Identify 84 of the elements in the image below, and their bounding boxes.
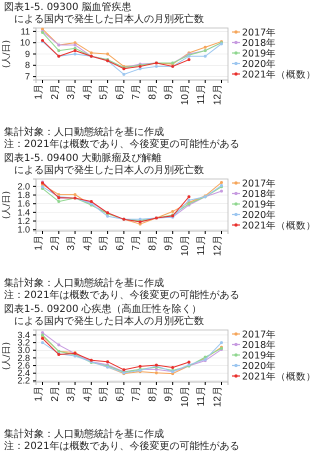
x-tick-label: 3月 <box>66 235 78 251</box>
y-tick-label: 2.0 <box>17 181 30 192</box>
x-tick-label: 8月 <box>147 84 158 100</box>
legend-label: 2018年 <box>242 188 276 200</box>
y-tick-label: 1.0 <box>17 224 30 235</box>
y-tick-label: 2.2 <box>17 376 30 386</box>
x-tick-label: 10月 <box>180 386 191 408</box>
legend-label: 2017年 <box>242 26 276 38</box>
x-tick-label: 7月 <box>131 386 142 402</box>
x-tick-label: 11月 <box>196 386 208 406</box>
x-tick-label: 11月 <box>196 84 208 104</box>
chart-title: 図表1-5. 09300 脳血管疾患 <box>4 1 132 13</box>
x-tick-label: 5月 <box>98 84 110 100</box>
text: 集計対象：人口動態統計を基に作成 <box>4 277 164 289</box>
legend-label: 2019年 <box>242 48 276 60</box>
x-tick-label: 12月 <box>212 235 224 256</box>
y-tick-label: 11 <box>20 26 30 36</box>
x-tick-label: 3月 <box>66 84 78 100</box>
y-tick-label: 2.6 <box>17 360 30 370</box>
text: 注：2021年は概数であり、今後変更の可能性がある <box>4 289 240 301</box>
x-tick-label: 6月 <box>114 84 126 100</box>
x-tick-label: 8月 <box>147 386 158 402</box>
x-tick-label: 10月 <box>180 84 191 106</box>
y-tick-label: 2.4 <box>17 368 30 378</box>
x-tick-label: 2月 <box>50 235 61 251</box>
legend-label: 2017年 <box>242 328 276 340</box>
legend-label: 2019年 <box>242 350 276 362</box>
y-tick-label: 7 <box>24 71 30 82</box>
x-tick-label: 4月 <box>82 386 94 402</box>
legend-label: 2021年（概数） <box>242 220 316 232</box>
y-tick-label: 1.6 <box>17 198 30 209</box>
y-tick-label: 3.0 <box>17 345 30 356</box>
y-axis-title: (人/日) <box>1 190 12 220</box>
legend-label: 2020年 <box>242 209 276 221</box>
chart-title: 図表1-5. 09400 大動脈瘤及び解離 <box>4 152 162 164</box>
x-tick-label: 5月 <box>98 235 110 251</box>
x-tick-label: 8月 <box>147 235 158 251</box>
y-tick-label: 1.8 <box>17 190 30 200</box>
x-tick-label: 9月 <box>164 84 175 100</box>
chart-subtitle: による国内で発生した日本人の月別死亡数 <box>14 315 204 327</box>
x-tick-label: 2月 <box>50 386 61 402</box>
x-tick-label: 1月 <box>34 235 45 251</box>
x-tick-label: 11月 <box>196 235 208 256</box>
chart-title: 図表1-5. 09200 心疾患（高血圧性を除く） <box>4 303 202 315</box>
y-axis-title: (人/日) <box>1 40 12 68</box>
legend-label: 2020年 <box>242 360 276 372</box>
x-tick-label: 2月 <box>50 84 61 100</box>
y-axis-title: (人/日) <box>1 342 12 370</box>
x-tick-label: 1月 <box>34 84 45 100</box>
y-tick-label: 3.4 <box>17 330 30 340</box>
legend-label: 2020年 <box>242 58 276 70</box>
x-tick-label: 6月 <box>114 235 126 251</box>
chart-subtitle: による国内で発生した日本人の月別死亡数 <box>14 164 204 176</box>
x-tick-label: 7月 <box>131 84 142 100</box>
x-tick-label: 12月 <box>212 386 224 408</box>
y-tick-label: 1.4 <box>17 207 30 218</box>
legend-label: 2017年 <box>242 178 276 190</box>
legend-label: 2019年 <box>242 198 276 210</box>
x-tick-label: 5月 <box>98 386 110 402</box>
y-tick-label: 2.8 <box>17 352 30 363</box>
y-tick-label: 8 <box>24 60 30 70</box>
chart-subtitle: による国内で発生した日本人の月別死亡数 <box>14 13 204 25</box>
x-tick-label: 4月 <box>82 84 94 100</box>
x-tick-label: 6月 <box>114 386 126 402</box>
legend-label: 2021年（概数） <box>242 370 316 382</box>
text: 注：2021年は概数であり、今後変更の可能性がある <box>4 138 240 150</box>
y-tick-label: 10 <box>20 38 30 48</box>
x-tick-label: 9月 <box>164 235 175 251</box>
text: 集計対象：人口動態統計を基に作成 <box>4 428 164 440</box>
text: 注：2021年は概数であり、今後変更の可能性がある <box>4 440 240 452</box>
x-tick-label: 10月 <box>180 235 191 256</box>
legend-label: 2018年 <box>242 37 276 49</box>
y-tick-label: 1.2 <box>17 216 30 226</box>
y-tick-label: 3.2 <box>17 338 30 348</box>
x-tick-label: 7月 <box>131 235 142 251</box>
x-tick-label: 9月 <box>164 386 175 402</box>
x-tick-label: 12月 <box>212 84 224 106</box>
x-tick-label: 4月 <box>82 235 94 251</box>
x-tick-label: 1月 <box>34 386 45 402</box>
legend-label: 2021年（概数） <box>242 68 316 80</box>
y-tick-label: 9 <box>24 48 30 59</box>
x-tick-label: 3月 <box>66 386 78 402</box>
text: 集計対象：人口動態統計を基に作成 <box>4 126 164 138</box>
legend-label: 2018年 <box>242 339 276 351</box>
